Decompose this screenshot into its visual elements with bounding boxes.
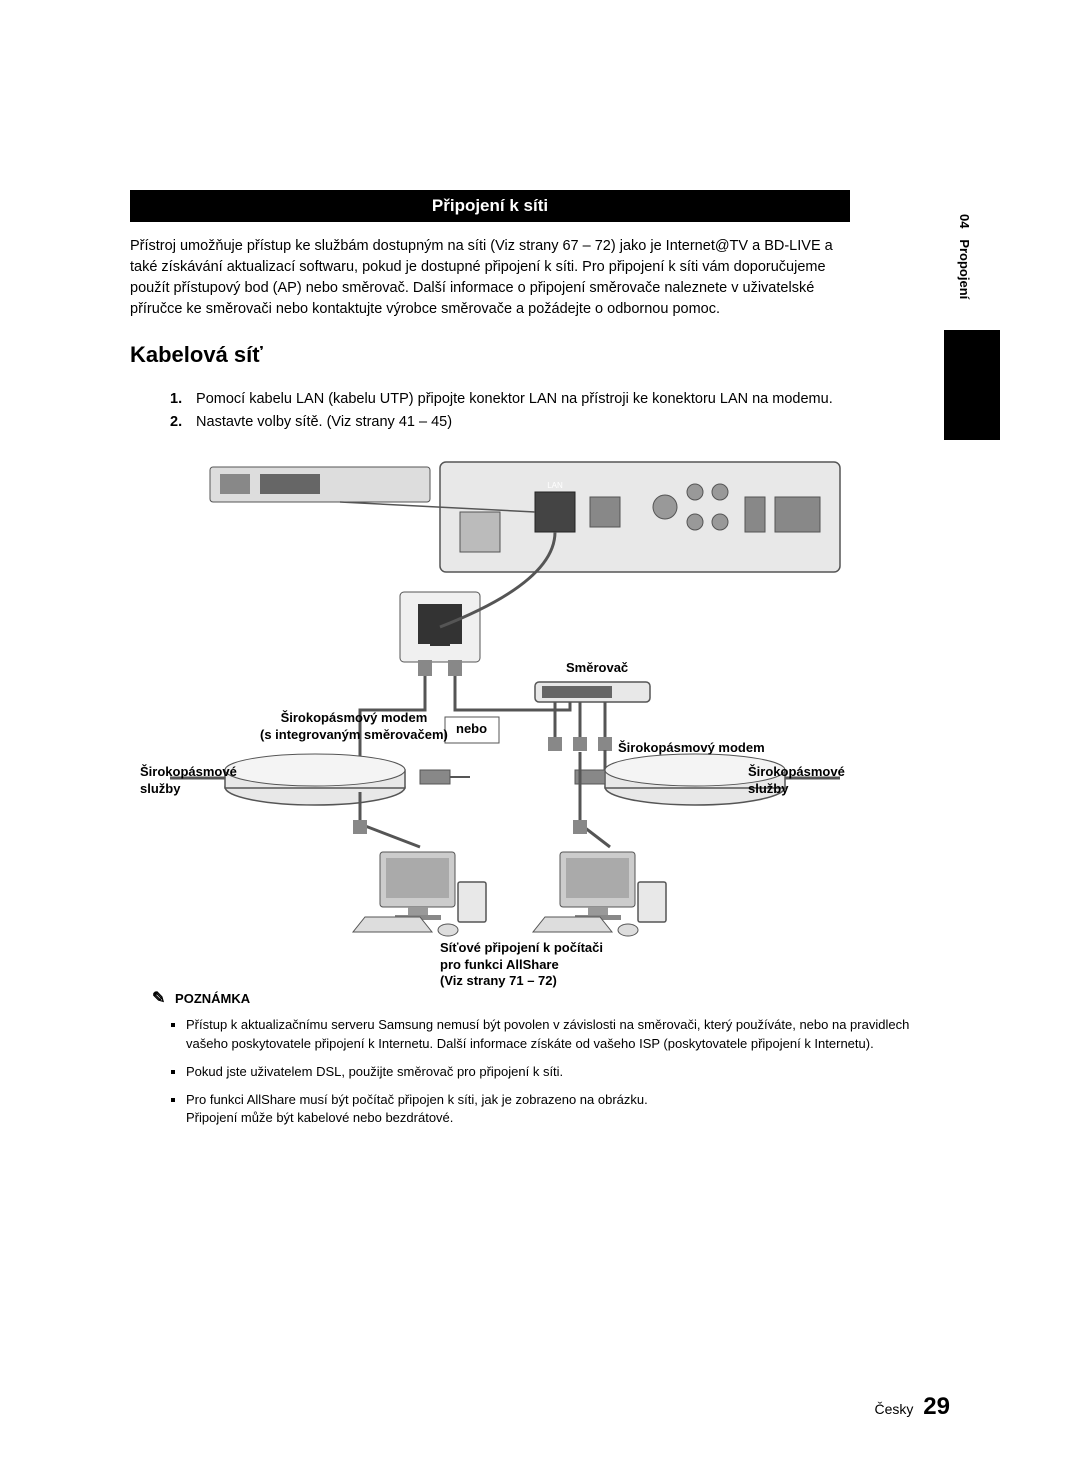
note-heading-text: POZNÁMKA (175, 991, 250, 1006)
note-text: Pro funkci AllShare musí být počítač při… (186, 1092, 648, 1125)
note-text: Přístup k aktualizačnímu serveru Samsung… (186, 1017, 909, 1050)
step-number: 1. (170, 388, 192, 411)
subheading: Kabelová síť (130, 342, 960, 368)
note-heading: ✎ POZNÁMKA (152, 988, 960, 1008)
label-services-right: Širokopásmové služby (748, 764, 845, 797)
section-title: Připojení k síti (432, 196, 548, 215)
page-footer: Česky 29 (875, 1393, 951, 1421)
step-item: 1. Pomocí kabelu LAN (kabelu UTP) připoj… (170, 388, 870, 411)
label-modem: Širokopásmový modem (618, 740, 765, 756)
note-item: Pro funkci AllShare musí být počítač při… (186, 1091, 926, 1127)
label-services-left: Širokopásmové služby (140, 764, 237, 797)
step-item: 2. Nastavte volby sítě. (Viz strany 41 –… (170, 411, 870, 434)
note-icon: ✎ (152, 990, 165, 1007)
chapter-number: 04 (957, 214, 972, 228)
footer-language: Česky (875, 1401, 914, 1417)
note-item: Přístup k aktualizačnímu serveru Samsung… (186, 1016, 926, 1052)
label-caption: Síťové připojení k počítači pro funkci A… (440, 940, 603, 989)
note-item: Pokud jste uživatelem DSL, použijte směr… (186, 1063, 926, 1081)
diagram-label-layer: Směrovač Širokopásmový modem (s integrov… (140, 452, 860, 972)
side-chapter-tab: 04 Propojení (944, 192, 972, 322)
section-title-bar: Připojení k síti (130, 190, 850, 222)
note-list: Přístup k aktualizačnímu serveru Samsung… (186, 1016, 926, 1127)
step-text: Pomocí kabelu LAN (kabelu UTP) připojte … (196, 391, 833, 407)
step-number: 2. (170, 411, 192, 434)
intro-paragraph: Přístroj umožňuje přístup ke službám dos… (130, 236, 850, 320)
page-number: 29 (923, 1393, 950, 1420)
chapter-title: Propojení (957, 240, 972, 300)
step-text: Nastavte volby sítě. (Viz strany 41 – 45… (196, 414, 452, 430)
label-router: Směrovač (566, 660, 628, 676)
manual-page: 04 Propojení Připojení k síti Přístroj u… (0, 0, 1080, 1477)
step-list: 1. Pomocí kabelu LAN (kabelu UTP) připoj… (170, 388, 870, 434)
thumb-index-box (944, 330, 1000, 440)
note-text: Pokud jste uživatelem DSL, použijte směr… (186, 1064, 563, 1079)
network-diagram: LAN (140, 452, 860, 972)
label-modem-router: Širokopásmový modem (s integrovaným směr… (260, 710, 448, 743)
label-or: nebo (456, 721, 487, 737)
